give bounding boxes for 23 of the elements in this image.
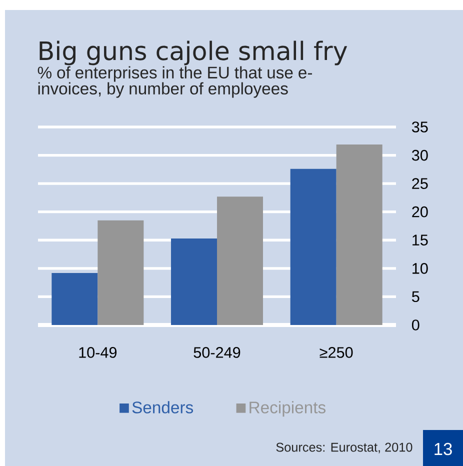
- text: 13: [434, 442, 452, 456]
- bar: [171, 238, 217, 325]
- x-tick-label: 50-249: [194, 347, 240, 358]
- y-tick-label: 20: [412, 206, 428, 218]
- y-tick-label: 30: [412, 150, 428, 161]
- x-tick-label: 10-49: [79, 347, 117, 358]
- y-tick-label: 15: [412, 234, 428, 246]
- bar: [52, 272, 98, 325]
- source-note: Sources: Eurostat, 2010: [276, 442, 412, 454]
- y-tick-label: 35: [412, 122, 428, 132]
- bar: [217, 196, 263, 325]
- chart-title: Big guns cajole small fry: [40, 40, 348, 66]
- y-tick-label: 5: [412, 291, 420, 302]
- x-tick-label: ≥250: [320, 347, 353, 358]
- y-tick-label: 0: [412, 320, 420, 330]
- y-tick-label: 25: [412, 178, 428, 189]
- bar: [290, 168, 336, 325]
- y-tick-label: 10: [412, 262, 428, 274]
- legend-label: Recipients: [250, 401, 326, 417]
- legend-label: Senders: [132, 401, 194, 414]
- bar: [98, 220, 144, 325]
- chart-subtitle: % of enterprises in the EU that use e-invoices, by number of employees: [38, 66, 312, 98]
- bar: [336, 144, 382, 325]
